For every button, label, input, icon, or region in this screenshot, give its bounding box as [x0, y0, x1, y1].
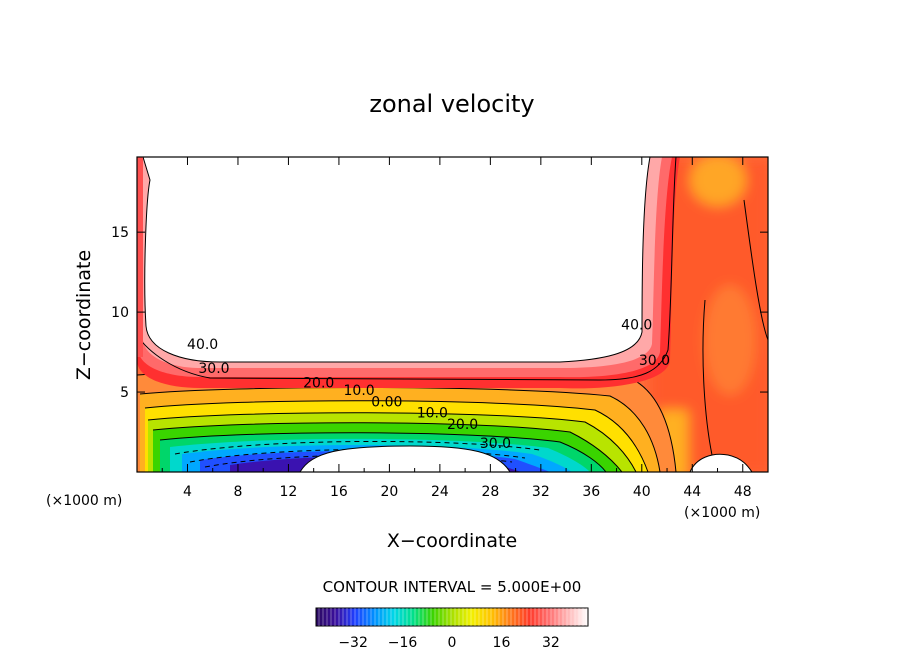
upper-region	[137, 157, 680, 389]
y-tick-label: 10	[111, 305, 129, 321]
x-tick-label: 8	[233, 484, 242, 500]
contour-label: 0.00	[371, 394, 402, 410]
contour-label: 20.0	[303, 375, 334, 391]
colorbar-tick-label: −16	[388, 635, 418, 651]
x-tick-label: 24	[431, 484, 449, 500]
right-contour-line	[743, 199, 768, 341]
colorbar-ticks: −32 −16 0 16 32	[338, 635, 560, 651]
x-tick-label: 28	[481, 484, 499, 500]
contour-label: 20.0	[447, 417, 478, 433]
colorbar-tick-label: 16	[493, 635, 511, 651]
x-tick-label: 40	[633, 484, 651, 500]
x-tick-label: 44	[683, 484, 701, 500]
plot-frame	[136, 156, 769, 473]
x-axis: 4 8 12 16 20 24 28 32 36 40 44 48	[161, 157, 752, 500]
x-tick-label: 36	[582, 484, 600, 500]
plot-area	[137, 157, 768, 472]
colorbar-tick-label: −32	[338, 635, 368, 651]
colorbar-stripes	[318, 608, 588, 626]
contour-label: 10.0	[344, 383, 375, 399]
contour-label: 40.0	[187, 337, 218, 353]
x-tick-label: 20	[380, 484, 398, 500]
colorbar-bar	[315, 607, 589, 627]
contour-interval-text: CONTOUR INTERVAL = 5.000E+00	[323, 578, 582, 596]
x-axis-label: X−coordinate	[387, 530, 517, 552]
chart-title: zonal velocity	[369, 90, 534, 118]
colorbar: −32 −16 0 16 32	[315, 607, 589, 651]
left-edge-strip	[137, 157, 143, 357]
contour-label: 40.0	[621, 318, 652, 334]
white-patch-right	[689, 453, 753, 472]
y-tick-label: 15	[111, 225, 129, 241]
x-units-left: (×1000 m)	[46, 493, 122, 509]
x-tick-label: 16	[330, 484, 348, 500]
contour-label: 10.0	[417, 406, 448, 422]
contour-label: 30.0	[639, 353, 670, 369]
x-tick-label: 12	[280, 484, 298, 500]
contour-label: 30.0	[198, 361, 229, 377]
y-axis: 5 10 15	[111, 225, 768, 401]
x-tick-label: 48	[734, 484, 752, 500]
x-tick-label: 32	[532, 484, 550, 500]
x-units-right: (×1000 m)	[684, 505, 760, 521]
y-tick-label: 5	[120, 385, 129, 401]
y-axis-label: Z−coordinate	[73, 250, 95, 380]
x-tick-label: 4	[183, 484, 192, 500]
right-contour-line-2	[702, 299, 713, 456]
core-max-region	[299, 445, 511, 472]
colorbar-tick-label: 0	[448, 635, 457, 651]
contour-fills	[137, 369, 753, 472]
colorbar-tick-label: 32	[542, 635, 560, 651]
contour-label: 30.0	[480, 436, 511, 452]
